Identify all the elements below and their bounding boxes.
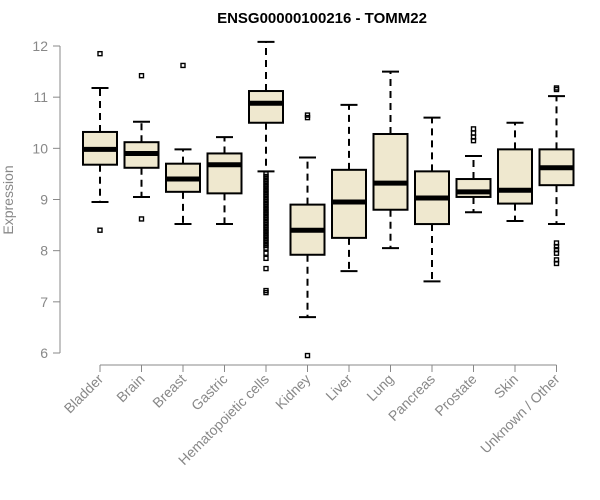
outlier-point: [304, 114, 311, 121]
box-7: [331, 103, 367, 273]
outlier-point: [138, 216, 145, 222]
box-1: [82, 50, 118, 233]
box-4: [206, 136, 243, 226]
box-3: [165, 62, 201, 226]
outlier-point: [553, 243, 560, 250]
x-tick-label: Unknown / Other: [477, 371, 563, 457]
x-tick-label: Kidney: [272, 371, 314, 413]
x-tick-label: Brain: [113, 371, 147, 405]
outlier-point: [263, 250, 269, 256]
y-tick-label: 6: [40, 345, 48, 361]
y-tick-label: 12: [32, 38, 48, 54]
outlier-point: [553, 86, 560, 93]
outlier-point: [97, 50, 103, 57]
x-tick-label: Breast: [149, 371, 189, 411]
outlier-point: [180, 62, 186, 69]
outlier-point: [263, 255, 269, 262]
box-10: [455, 126, 492, 214]
chart-title: ENSG00000100216 - TOMM22: [217, 10, 427, 27]
iqr-box: [497, 148, 533, 205]
iqr-box: [206, 152, 243, 195]
outlier-point: [97, 227, 103, 233]
x-tick-label: Skin: [491, 371, 522, 402]
outlier-point: [470, 137, 477, 144]
outlier-point: [263, 265, 269, 272]
outlier-point: [263, 245, 269, 251]
outlier-point: [304, 352, 311, 359]
x-tick-label: Lung: [363, 371, 396, 404]
x-tick-label: Liver: [322, 371, 355, 404]
iqr-box: [248, 90, 284, 124]
box-11: [497, 121, 533, 222]
box-6: [289, 112, 326, 359]
outlier-point: [553, 250, 560, 256]
y-tick-label: 7: [40, 294, 48, 310]
box-5: [248, 40, 284, 296]
x-tick-label: Prostate: [431, 371, 479, 419]
iqr-box: [372, 133, 409, 211]
x-tick-label: Bladder: [61, 371, 107, 417]
boxes-group: [82, 40, 575, 359]
y-tick-label: 11: [33, 89, 48, 105]
y-axis: 6 7 8 9 10 11 12: [32, 38, 61, 361]
outlier-point: [263, 289, 269, 296]
outlier-point: [553, 260, 560, 267]
outlier-point: [138, 72, 145, 79]
y-tick-label: 9: [40, 192, 48, 208]
box-9: [414, 116, 450, 283]
y-tick-label: 8: [40, 243, 48, 259]
box-12: [538, 85, 575, 267]
y-axis-label: Expression: [0, 165, 16, 234]
box-8: [372, 70, 409, 250]
y-tick-label: 10: [32, 140, 48, 156]
box-2: [123, 72, 160, 222]
